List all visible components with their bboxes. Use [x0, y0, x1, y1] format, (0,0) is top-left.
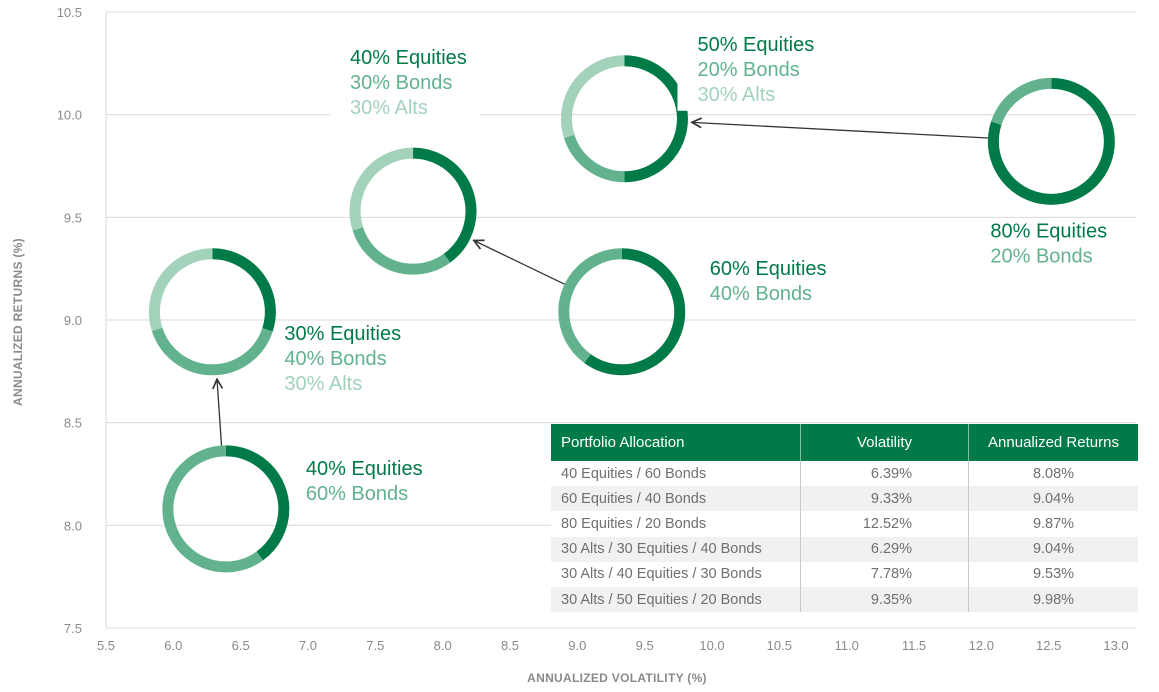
donut-segment-alts [560, 55, 688, 183]
header-portfolio-allocation: Portfolio Allocation [551, 424, 801, 461]
label-line-bonds: 20% Bonds [697, 59, 799, 81]
cell-volatility: 7.78% [800, 561, 969, 587]
donut-segment-bonds [162, 445, 290, 573]
label-background [677, 30, 828, 111]
x-tick-label: 8.5 [501, 638, 519, 653]
x-tick-label: 11.0 [834, 638, 858, 653]
label-line-bonds: 60% Bonds [306, 483, 408, 505]
donut-p5 [987, 77, 1115, 205]
cell-volatility: 12.52% [800, 511, 969, 537]
x-tick-label: 8.0 [434, 638, 452, 653]
donut-p2 [148, 248, 276, 376]
cell-allocation: 30 Alts / 30 Equities / 40 Bonds [551, 536, 801, 562]
x-tick-label: 6.0 [164, 638, 182, 653]
allocation-table: Portfolio Allocation Volatility Annualiz… [551, 424, 1138, 613]
donut-segment-alts [148, 248, 276, 376]
label-line-equities: 60% Equities [710, 258, 827, 280]
cell-volatility: 6.29% [800, 536, 969, 562]
header-annualized-returns: Annualized Returns [968, 424, 1138, 461]
x-tick-label: 5.5 [97, 638, 115, 653]
x-tick-label: 11.5 [902, 638, 926, 653]
table-header-row: Portfolio Allocation Volatility Annualiz… [551, 424, 1138, 461]
label-background [330, 44, 481, 125]
label-line-equities: 40% Equities [306, 458, 423, 480]
label-p1: 40% Equities 60% Bonds [306, 458, 423, 505]
arrows [217, 122, 988, 446]
label-line-equities: 40% Equities [350, 47, 467, 69]
cell-volatility: 9.35% [800, 586, 969, 613]
cell-returns: 9.87% [968, 511, 1138, 537]
x-tick-label: 13.0 [1103, 638, 1128, 653]
cell-volatility: 6.39% [800, 461, 969, 487]
label-p6: 50% Equities 20% Bonds 30% Alts [677, 30, 828, 111]
label-line-equities: 50% Equities [697, 34, 814, 56]
label-p4: 40% Equities 30% Bonds 30% Alts [330, 44, 481, 125]
x-tick-label: 9.5 [636, 638, 654, 653]
donut-segment-bonds [987, 77, 1115, 205]
y-tick-label: 7.5 [64, 621, 82, 636]
y-tick-label: 10.5 [57, 5, 82, 20]
label-line-equities: 30% Equities [284, 323, 401, 345]
y-tick-label: 8.0 [64, 518, 82, 533]
label-line-alts: 30% Alts [284, 373, 362, 395]
cell-returns: 8.08% [968, 461, 1138, 487]
label-line-alts: 30% Alts [350, 97, 428, 119]
cell-allocation: 40 Equities / 60 Bonds [551, 461, 801, 487]
allocation-table-container: Portfolio Allocation Volatility Annualiz… [551, 424, 1138, 613]
y-tick-label: 9.0 [64, 313, 82, 328]
cell-volatility: 9.33% [800, 486, 969, 512]
x-axis-ticks: 5.5 6.0 6.5 7.0 7.5 8.0 8.5 9.0 9.5 10.0 10.5 11.0 1… [97, 638, 1129, 653]
cell-returns: 9.04% [968, 486, 1138, 512]
label-line-equities: 80% Equities [990, 220, 1107, 242]
cell-allocation: 30 Alts / 50 Equities / 20 Bonds [551, 586, 801, 613]
arrow-p1-to-p2 [217, 379, 222, 446]
cell-allocation: 30 Alts / 40 Equities / 30 Bonds [551, 561, 801, 587]
donut-p1 [162, 445, 290, 573]
label-p5: 80% Equities 20% Bonds [990, 220, 1107, 267]
x-axis-title: ANNUALIZED VOLATILITY (%) [527, 671, 707, 685]
table-row: 30 Alts / 50 Equities / 20 Bonds 9.35% 9… [551, 586, 1138, 613]
x-tick-label: 9.0 [568, 638, 586, 653]
y-tick-label: 10.0 [57, 108, 82, 123]
donut-p3 [558, 248, 686, 376]
label-line-bonds: 40% Bonds [284, 348, 386, 370]
x-tick-label: 7.5 [366, 638, 384, 653]
table-row: 30 Alts / 30 Equities / 40 Bonds 6.29% 9… [551, 536, 1138, 562]
table-row: 30 Alts / 40 Equities / 30 Bonds 7.78% 9… [551, 561, 1138, 587]
x-tick-label: 7.0 [299, 638, 317, 653]
cell-returns: 9.04% [968, 536, 1138, 562]
x-tick-label: 12.5 [1036, 638, 1061, 653]
table-row: 80 Equities / 20 Bonds 12.52% 9.87% [551, 511, 1138, 537]
donut-segment-alts [349, 147, 477, 275]
donut-segment-bonds [558, 248, 686, 376]
x-tick-label: 12.0 [969, 638, 994, 653]
label-p2: 30% Equities 40% Bonds 30% Alts [284, 323, 401, 395]
table-row: 60 Equities / 40 Bonds 9.33% 9.04% [551, 486, 1138, 512]
x-tick-label: 10.5 [767, 638, 792, 653]
header-volatility: Volatility [800, 424, 969, 461]
y-tick-label: 9.5 [64, 210, 82, 225]
cell-allocation: 60 Equities / 40 Bonds [551, 486, 801, 512]
cell-returns: 9.98% [968, 586, 1138, 613]
arrow-p3-to-p4 [474, 240, 565, 285]
arrow-p5-to-p6 [692, 122, 988, 139]
donut-p4 [349, 147, 477, 275]
y-tick-label: 8.5 [64, 416, 82, 431]
y-axis-title: ANNUALIZED RETURNS (%) [11, 238, 25, 406]
x-tick-label: 6.5 [232, 638, 250, 653]
table-row: 40 Equities / 60 Bonds 6.39% 8.08% [551, 461, 1138, 487]
label-line-bonds: 40% Bonds [710, 283, 812, 305]
x-tick-label: 10.0 [699, 638, 724, 653]
cell-returns: 9.53% [968, 561, 1138, 587]
donut-p6 [560, 55, 688, 183]
label-line-bonds: 20% Bonds [990, 245, 1092, 267]
label-line-alts: 30% Alts [697, 84, 775, 106]
donut-segment-bonds [148, 248, 276, 376]
label-p3: 60% Equities 40% Bonds [710, 258, 827, 305]
cell-allocation: 80 Equities / 20 Bonds [551, 511, 801, 537]
label-line-bonds: 30% Bonds [350, 72, 452, 94]
donut-segment-bonds [349, 147, 477, 275]
